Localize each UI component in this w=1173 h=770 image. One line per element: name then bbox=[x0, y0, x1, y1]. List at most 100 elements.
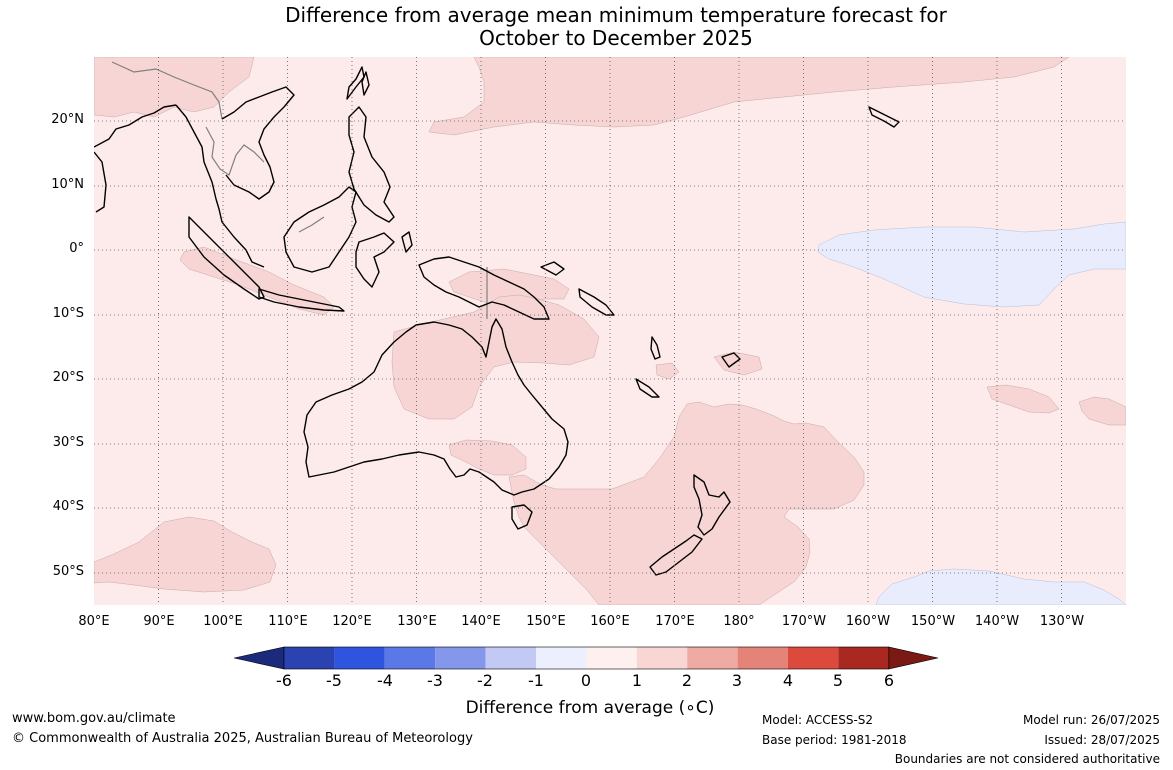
colorbar-segment-minus4-minus3 bbox=[384, 647, 436, 669]
colorbar-tick-minus2: -2 bbox=[477, 671, 493, 690]
colorbar-tick-2: 2 bbox=[681, 671, 693, 690]
colorbar-tick-6: 6 bbox=[883, 671, 895, 690]
coast-new-guinea bbox=[418, 256, 550, 320]
colorbar-label: Difference from average (∘C) bbox=[465, 698, 715, 718]
footer-base-period: Base period: 1981-2018 bbox=[762, 733, 907, 747]
lon-label-150w: 150°W bbox=[910, 614, 956, 629]
colorbar-tick-0: 0 bbox=[580, 671, 592, 690]
gridlines bbox=[94, 57, 1126, 605]
anomaly-region-north-pacific bbox=[428, 57, 1070, 136]
anomaly-region-southwest-pacific bbox=[508, 401, 865, 605]
anomaly-region-southeast-pacific-cool bbox=[875, 568, 1126, 605]
anomaly-regions-1-to-2 bbox=[94, 57, 1126, 605]
colorbar-segment-4-5 bbox=[788, 647, 839, 669]
colorbar-segment-minus3-minus2 bbox=[435, 647, 486, 669]
colorbar-tick-1: 1 bbox=[631, 671, 643, 690]
footer-model-run: Model run: 26/07/2025 bbox=[1022, 713, 1160, 727]
coast-nz-north bbox=[693, 474, 731, 536]
coast-halmahera bbox=[401, 231, 413, 253]
coast-australia bbox=[303, 318, 569, 496]
colorbar-segment-minus5-minus4 bbox=[334, 647, 385, 669]
footer-copyright: © Commonwealth of Australia 2025, Austra… bbox=[12, 731, 473, 746]
footer-issued: Issued: 28/07/2025 bbox=[1044, 733, 1160, 747]
coast-sumatra bbox=[188, 216, 265, 300]
coast-taiwan bbox=[361, 71, 370, 96]
anomaly-region-central-pacific-cool bbox=[817, 221, 1126, 308]
lon-label-100e: 100°E bbox=[203, 614, 243, 629]
lat-label-40s: 40°S bbox=[52, 499, 84, 514]
lon-label-120e: 120°E bbox=[332, 614, 372, 629]
anomaly-region-east-pacific-small bbox=[986, 384, 1060, 414]
colorbar-segment-5-6 bbox=[838, 647, 889, 669]
footer-model: Model: ACCESS-S2 bbox=[762, 713, 874, 727]
coastlines bbox=[94, 66, 900, 576]
lon-label-150e: 150°E bbox=[526, 614, 566, 629]
forecast-map bbox=[94, 57, 1126, 605]
lon-label-80e: 80°E bbox=[78, 614, 110, 629]
colorbar bbox=[234, 646, 939, 670]
coast-sulawesi bbox=[355, 232, 395, 288]
coast-hawaii bbox=[868, 106, 900, 128]
lat-label-20s: 20°S bbox=[52, 370, 84, 385]
coast-borneo bbox=[283, 186, 357, 273]
border-borneo bbox=[298, 216, 325, 233]
lat-label-30s: 30°S bbox=[52, 435, 84, 450]
lat-label-10n: 10°N bbox=[51, 177, 84, 192]
lon-label-160e: 160°E bbox=[590, 614, 630, 629]
coast-myanmar bbox=[94, 104, 177, 148]
colorbar-tick-minus3: -3 bbox=[427, 671, 443, 690]
colorbar-segment-minus1-0 bbox=[536, 647, 587, 669]
coast-nz-south bbox=[649, 534, 703, 576]
colorbar-segment-above-6 bbox=[888, 646, 939, 670]
border-indochina bbox=[205, 126, 265, 176]
colorbar-tick-minus6: -6 bbox=[276, 671, 292, 690]
colorbar-segment-minus2-minus1 bbox=[485, 647, 536, 669]
colorbar-segment-minus6-minus5 bbox=[284, 647, 335, 669]
lon-label-140w: 140°W bbox=[974, 614, 1020, 629]
map-title-line2: October to December 2025 bbox=[479, 26, 753, 50]
colorbar-tick-4: 4 bbox=[782, 671, 794, 690]
anomaly-region-far-east bbox=[1078, 396, 1126, 426]
lon-label-90e: 90°E bbox=[143, 614, 175, 629]
lon-label-110e: 110°E bbox=[268, 614, 308, 629]
colorbar-segment-3-4 bbox=[737, 647, 788, 669]
lat-label-20n: 20°N bbox=[51, 112, 84, 127]
colorbar-outline bbox=[283, 646, 890, 670]
lon-label-180: 180° bbox=[723, 614, 755, 629]
coast-vietnam bbox=[221, 86, 295, 200]
anomaly-region-south-australia-blob bbox=[448, 439, 527, 476]
coast-fiji bbox=[721, 352, 741, 368]
lon-label-170e: 170°E bbox=[655, 614, 695, 629]
colorbar-tick-minus1: -1 bbox=[528, 671, 544, 690]
colorbar-segment-0-1 bbox=[586, 647, 637, 669]
coast-india bbox=[94, 151, 107, 213]
colorbar-tick-minus4: -4 bbox=[377, 671, 393, 690]
colorbar-tick-minus5: -5 bbox=[326, 671, 342, 690]
colorbar-segment-below-minus6 bbox=[234, 646, 285, 670]
colorbar-segment-2-3 bbox=[687, 647, 738, 669]
coast-tasmania bbox=[511, 504, 533, 530]
lon-label-130e: 130°E bbox=[397, 614, 437, 629]
lon-label-170w: 170°W bbox=[781, 614, 827, 629]
coast-new-britain bbox=[540, 261, 565, 276]
lat-label-50s: 50°S bbox=[52, 564, 84, 579]
footer-url: www.bom.gov.au/climate bbox=[12, 711, 176, 726]
anomaly-region-new-guinea bbox=[448, 268, 570, 308]
border-china-south bbox=[111, 61, 223, 120]
map-title: Difference from average mean minimum tem… bbox=[0, 4, 1173, 50]
colorbar-segment-1-2 bbox=[636, 647, 688, 669]
lon-label-130w: 130°W bbox=[1039, 614, 1085, 629]
coast-japan-south bbox=[346, 66, 365, 100]
anomaly-region-small-island bbox=[713, 351, 763, 376]
footer-disclaimer: Boundaries are not considered authoritat… bbox=[894, 752, 1160, 766]
colorbar-tick-5: 5 bbox=[832, 671, 844, 690]
lon-label-140e: 140°E bbox=[461, 614, 501, 629]
map-title-line1: Difference from average mean minimum tem… bbox=[285, 3, 947, 27]
country-borders bbox=[111, 61, 488, 319]
lat-label-10s: 10°S bbox=[52, 306, 84, 321]
coast-java bbox=[258, 288, 345, 312]
anomaly-region-vanuatu bbox=[655, 362, 680, 380]
lon-label-160w: 160°W bbox=[845, 614, 891, 629]
colorbar-tick-3: 3 bbox=[731, 671, 743, 690]
anomaly-regions-minus1-to-0 bbox=[817, 221, 1126, 605]
